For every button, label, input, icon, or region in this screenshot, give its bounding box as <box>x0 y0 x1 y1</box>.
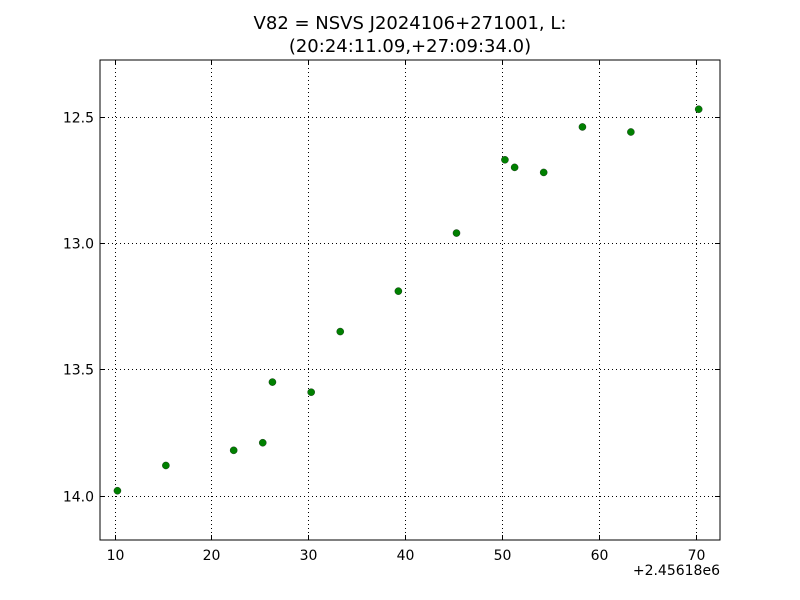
tick-labels: 10 20 30 40 50 60 70 12.5 13.0 13.5 14.0 <box>63 111 706 565</box>
data-points <box>113 105 703 495</box>
data-point <box>394 287 403 295</box>
x-tick-label: 40 <box>397 548 415 564</box>
data-point <box>336 327 344 336</box>
y-tick-label: 13.5 <box>63 363 94 379</box>
data-point <box>113 486 122 495</box>
data-point <box>452 229 461 237</box>
data-point <box>694 105 703 114</box>
plot-area-frame <box>99 59 721 541</box>
data-point <box>578 123 587 131</box>
chart-title-line-1: V82 = NSVS J2024106+271001, L: <box>254 13 567 34</box>
axis-ticks <box>100 60 720 540</box>
data-point <box>162 461 170 470</box>
x-tick-label: 50 <box>494 548 512 564</box>
data-point <box>229 446 238 455</box>
x-axis-offset-label: +2.45618e6 <box>633 563 720 579</box>
data-point <box>510 163 519 172</box>
data-point <box>501 156 509 164</box>
data-point <box>258 438 267 447</box>
grid <box>100 60 720 540</box>
x-tick-label: 20 <box>203 548 221 564</box>
data-point <box>307 388 315 396</box>
x-tick-label: 60 <box>591 548 609 564</box>
x-tick-label: 70 <box>688 548 706 564</box>
x-tick-label: 30 <box>300 548 318 564</box>
y-tick-label: 13.0 <box>63 237 94 253</box>
x-tick-label: 10 <box>107 548 125 564</box>
data-point <box>627 128 635 136</box>
y-tick-label: 14.0 <box>63 490 94 506</box>
data-point <box>539 168 548 177</box>
chart-title-line-2: (20:24:11.09,+27:09:34.0) <box>289 36 531 57</box>
data-point <box>268 378 277 386</box>
y-tick-label: 12.5 <box>63 111 94 127</box>
